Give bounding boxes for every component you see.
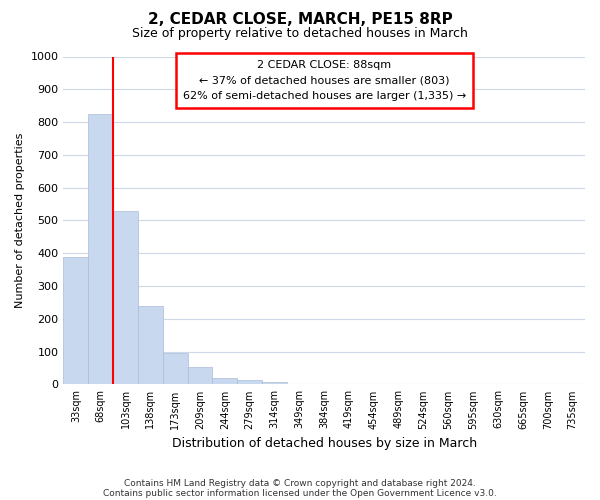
Bar [138,306,163,384]
Text: Contains public sector information licensed under the Open Government Licence v3: Contains public sector information licen… [103,488,497,498]
Y-axis label: Number of detached properties: Number of detached properties [15,133,25,308]
Text: 2, CEDAR CLOSE, MARCH, PE15 8RP: 2, CEDAR CLOSE, MARCH, PE15 8RP [148,12,452,28]
Bar [163,352,188,384]
Bar [113,210,138,384]
Bar [237,380,262,384]
Text: Contains HM Land Registry data © Crown copyright and database right 2024.: Contains HM Land Registry data © Crown c… [124,478,476,488]
Bar [212,378,237,384]
Bar [64,256,88,384]
Bar [262,382,287,384]
Bar [88,114,113,384]
Text: 2 CEDAR CLOSE: 88sqm
← 37% of detached houses are smaller (803)
62% of semi-deta: 2 CEDAR CLOSE: 88sqm ← 37% of detached h… [182,60,466,101]
X-axis label: Distribution of detached houses by size in March: Distribution of detached houses by size … [172,437,477,450]
Bar [188,368,212,384]
Text: Size of property relative to detached houses in March: Size of property relative to detached ho… [132,28,468,40]
